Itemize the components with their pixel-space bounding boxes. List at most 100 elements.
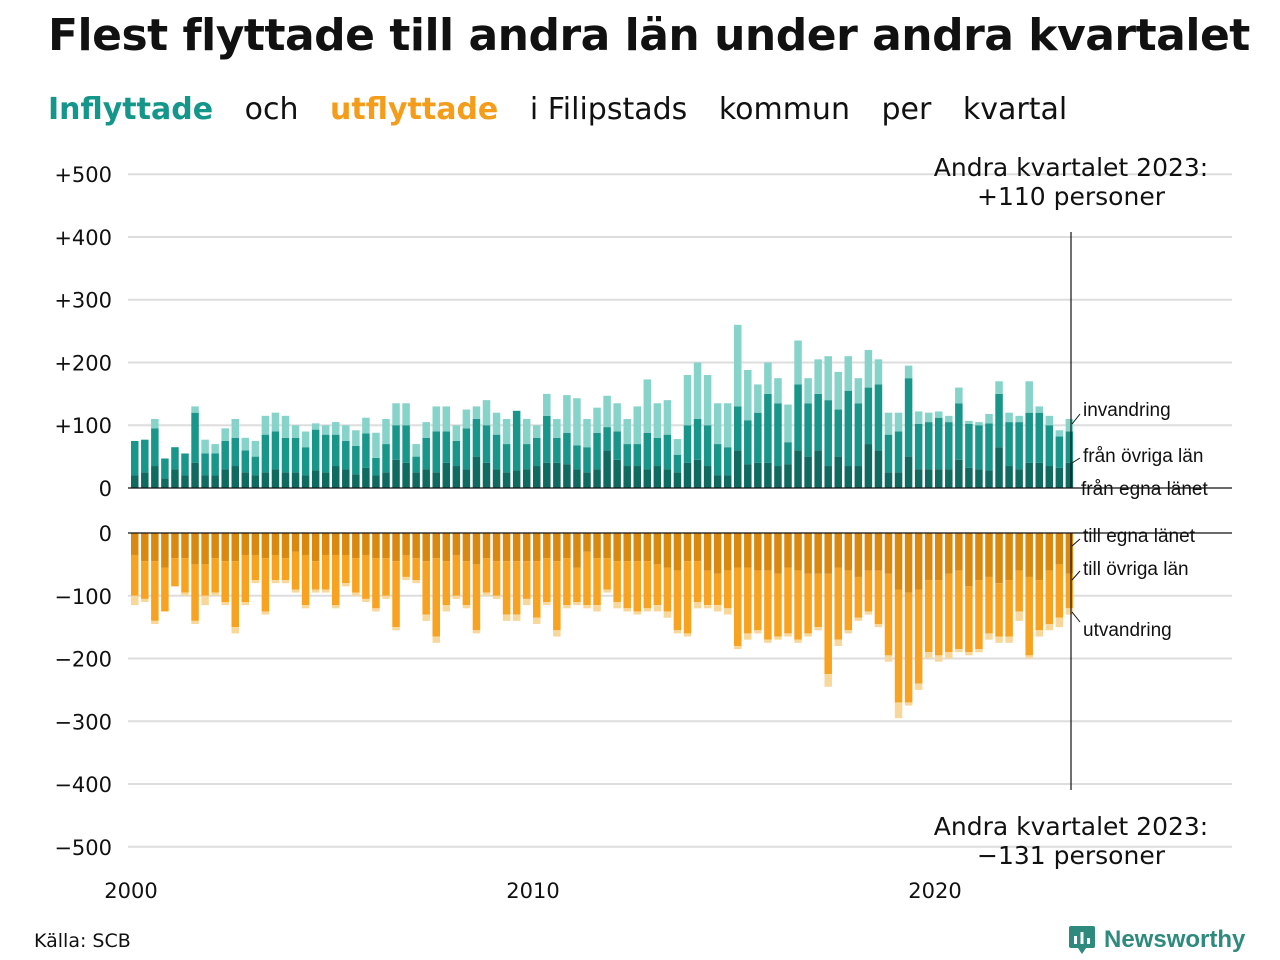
grid-lines (128, 173, 1232, 848)
bar-in-own (593, 469, 601, 488)
bar-in-own (553, 462, 561, 488)
bar-in-other (673, 454, 682, 473)
bar-in-other (462, 428, 471, 470)
bar-out-own (372, 533, 380, 559)
bar-out-other (945, 573, 953, 653)
bar-in-own (955, 459, 963, 488)
bar-out-own (1015, 533, 1023, 571)
bar-in-immigration (271, 412, 280, 432)
bar-in-other (301, 447, 310, 476)
bar-out-other (261, 558, 270, 612)
y-tick-label-top: +500 (54, 163, 112, 187)
bar-in-immigration (492, 412, 501, 435)
bar-in-own (653, 466, 662, 488)
bar-in-immigration (864, 349, 873, 388)
bar-out-emigration (814, 627, 822, 631)
bar-out-other (1065, 573, 1074, 609)
bar-out-other (673, 570, 682, 631)
subtitle-utflyttade: utflyttade (330, 92, 499, 127)
bar-in-other (623, 444, 631, 467)
y-tick-label-bottom: −300 (54, 710, 112, 734)
bar-out-other (151, 561, 159, 621)
bar-in-own (643, 469, 652, 488)
bar-in-immigration (673, 439, 682, 455)
bar-out-own (141, 533, 149, 562)
bar-in-other (924, 422, 933, 470)
bar-out-own (563, 533, 571, 559)
bar-out-emigration (764, 639, 772, 643)
bar-out-emigration (935, 655, 943, 662)
bar-out-own (251, 533, 260, 555)
bar-out-own (191, 533, 199, 565)
bar-in-other (1065, 431, 1074, 463)
bar-in-immigration (884, 412, 893, 435)
bar-in-immigration (452, 425, 461, 441)
bar-in-own (603, 450, 611, 488)
bar-out-own (442, 533, 451, 562)
bar-in-other (703, 425, 712, 467)
bar-in-immigration (583, 418, 591, 448)
bar-out-emigration (884, 655, 893, 662)
bar-out-own (834, 533, 842, 568)
bar-in-other (392, 425, 400, 460)
bar-out-other (824, 573, 832, 675)
bar-out-own (985, 533, 993, 577)
bar-out-own (362, 533, 370, 555)
bar-out-other (553, 561, 561, 631)
bar-in-other (512, 410, 521, 471)
bar-out-emigration (321, 589, 330, 593)
bar-out-own (452, 533, 461, 555)
bar-out-other (382, 558, 390, 596)
y-tick-label-top: +100 (54, 414, 112, 438)
bar-in-other (774, 403, 782, 467)
bar-out-emigration (734, 645, 742, 650)
bar-in-immigration (935, 411, 943, 418)
bar-out-own (844, 533, 853, 571)
bar-in-own (482, 462, 491, 488)
bar-out-other (713, 573, 722, 606)
chart-subtitle: Inflyttade och utflyttade i Filipstads k… (48, 92, 1089, 127)
bar-in-immigration (603, 395, 611, 428)
bar-in-other (844, 390, 853, 467)
bar-in-own (693, 459, 702, 488)
x-tick-label: 2000 (104, 879, 157, 903)
y-tick-label-bottom: −400 (54, 773, 112, 797)
subtitle-kommun: kommun (718, 92, 850, 127)
bar-in-immigration (281, 415, 290, 438)
bar-in-immigration (1035, 406, 1043, 413)
bar-in-other (291, 437, 300, 473)
bar-out-own (332, 533, 340, 555)
bar-in-own (332, 466, 340, 488)
bar-in-immigration (874, 359, 883, 385)
bar-in-other (683, 425, 692, 463)
subtitle-kvartal: kvartal (962, 92, 1068, 127)
bar-out-own (955, 533, 963, 571)
bar-out-other (141, 561, 149, 599)
bar-in-immigration (362, 417, 370, 434)
bar-in-other (593, 432, 601, 470)
bar-in-own (804, 456, 812, 488)
bar-in-own (935, 469, 943, 488)
bar-in-other (372, 457, 380, 476)
bar-in-immigration (593, 407, 601, 433)
bar-out-emigration (362, 598, 370, 603)
bar-in-other (995, 393, 1003, 448)
outflow-bars (131, 533, 1074, 719)
bar-out-emigration (512, 614, 521, 621)
bar-out-emigration (864, 611, 873, 615)
bar-in-own (201, 475, 209, 488)
bar-out-own (824, 533, 832, 574)
bar-in-own (151, 466, 159, 488)
bar-in-immigration (734, 324, 742, 407)
bar-in-immigration (392, 403, 400, 426)
bar-out-emigration (311, 589, 320, 593)
bar-in-immigration (713, 403, 722, 445)
bar-in-own (311, 470, 320, 488)
y-tick-label-top: +300 (54, 289, 112, 313)
bar-out-own (271, 533, 280, 555)
bar-in-immigration (1015, 415, 1023, 423)
bar-out-emigration (543, 602, 551, 606)
bar-in-other (261, 434, 270, 473)
bar-out-own (764, 533, 772, 571)
bar-out-other (131, 554, 139, 596)
